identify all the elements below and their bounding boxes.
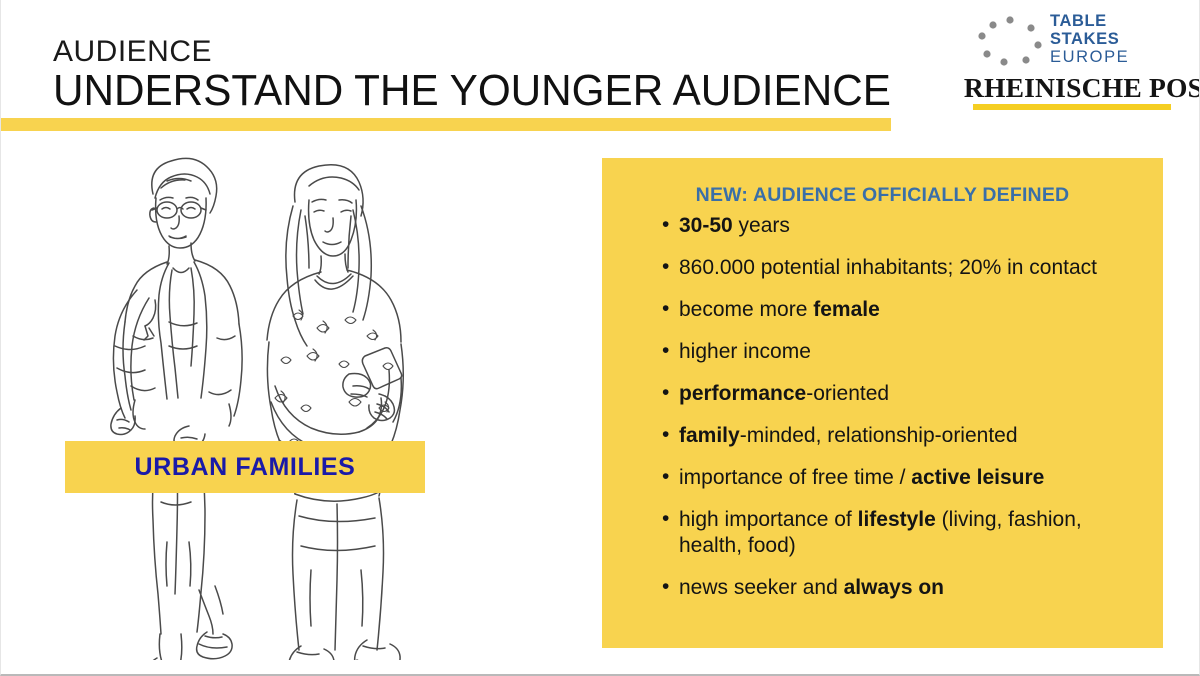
slide-eyebrow: AUDIENCE <box>53 35 213 68</box>
logo-block: TABLE STAKES EUROPE RHEINISCHE POST <box>963 8 1200 110</box>
tse-line-3: EUROPE <box>1050 48 1130 66</box>
table-stakes-europe-wordmark: TABLE STAKES EUROPE <box>1050 12 1129 66</box>
list-item: high importance of lifestyle (living, fa… <box>662 506 1141 559</box>
eu-stars-dots-icon <box>978 16 1042 66</box>
list-item: 30-50 years <box>662 212 1141 239</box>
list-item: importance of free time / active leisure <box>662 464 1141 491</box>
list-item: news seeker and always on <box>662 574 1141 601</box>
list-item: become more female <box>662 296 1141 323</box>
page-title: UNDERSTAND THE YOUNGER AUDIENCE <box>53 66 891 115</box>
rheinische-post-underline <box>973 104 1171 110</box>
panel-heading: NEW: AUDIENCE OFFICIALLY DEFINED <box>695 184 1070 206</box>
title-underline-bar <box>1 118 891 131</box>
table-stakes-europe-logo: TABLE STAKES EUROPE <box>966 12 1181 70</box>
list-item: 860.000 potential inhabitants; 20% in co… <box>662 254 1141 281</box>
list-item: higher income <box>662 338 1141 365</box>
persona-caption-label: URBAN FAMILIES <box>134 452 356 481</box>
audience-definition-panel: NEW: AUDIENCE OFFICIALLY DEFINED 30-50 y… <box>602 158 1163 648</box>
audience-attributes-list: 30-50 years 860.000 potential inhabitants… <box>624 212 1141 601</box>
rheinische-post-wordmark: RHEINISCHE POST <box>963 73 1200 103</box>
list-item: family-minded, relationship-oriented <box>662 422 1141 449</box>
list-item: performance-oriented <box>662 380 1141 407</box>
persona-illustration <box>49 150 469 660</box>
persona-caption-band: URBAN FAMILIES <box>65 441 425 493</box>
tse-line-1: TABLE <box>1050 12 1107 30</box>
rheinische-post-logo: RHEINISCHE POST <box>963 73 1200 110</box>
tse-line-2: STAKES <box>1050 30 1120 48</box>
